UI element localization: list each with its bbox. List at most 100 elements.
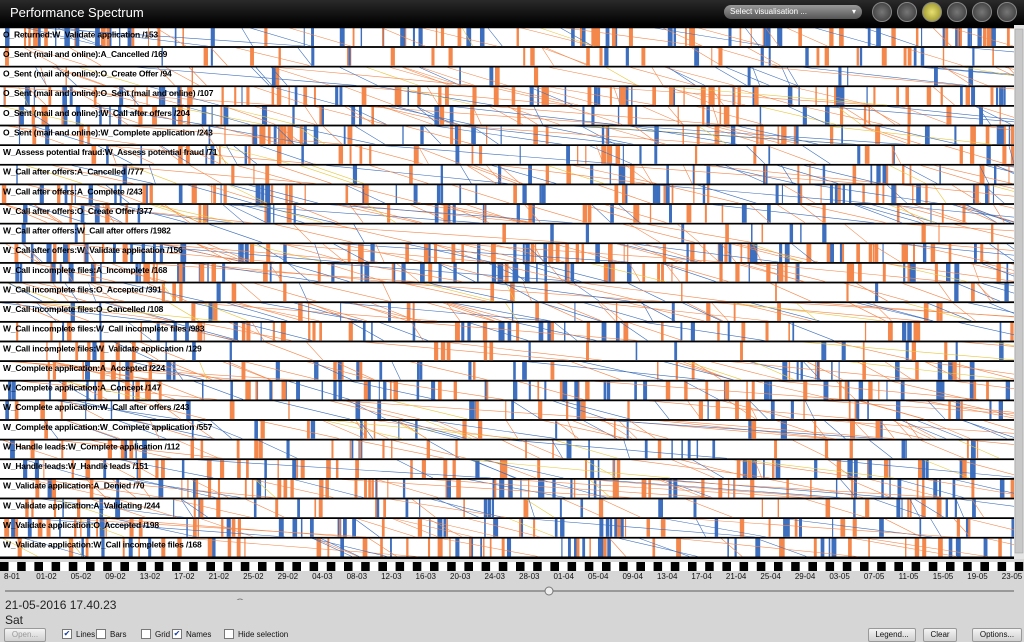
lines-checkbox[interactable]: ✔ Lines <box>62 629 95 639</box>
time-band-cell <box>980 562 989 571</box>
spectrum-bar <box>539 185 542 204</box>
spectrum-line <box>725 66 770 86</box>
spectrum-bar <box>523 499 529 518</box>
checkbox-box[interactable] <box>224 629 234 639</box>
spectrum-line <box>880 420 895 439</box>
checkbox-box[interactable] <box>141 629 151 639</box>
icon-button[interactable] <box>947 2 967 22</box>
spectrum-bar <box>552 440 554 459</box>
spectrum-bar <box>767 204 771 223</box>
spectrum-line <box>631 459 770 479</box>
spectrum-line <box>283 243 348 263</box>
spectrum-line <box>799 204 825 224</box>
spectrum-line <box>420 66 475 86</box>
checkbox-box[interactable]: ✔ <box>172 629 182 639</box>
options-button[interactable]: Options... <box>972 628 1022 642</box>
bars-checkbox[interactable]: Bars <box>96 629 126 639</box>
time-band-cell <box>524 562 534 571</box>
spectrum-line <box>486 165 503 184</box>
spectrum-line <box>64 381 148 400</box>
weekday: Sat <box>5 613 24 627</box>
spectrum-bar <box>904 243 908 263</box>
spectrum-line <box>917 420 964 440</box>
time-band-cell <box>619 562 628 571</box>
spectrum-line <box>334 361 375 381</box>
spectrum-bar <box>431 47 435 66</box>
slider-thumb[interactable] <box>544 586 554 596</box>
legend-button[interactable]: Legend... <box>868 628 916 642</box>
spectrum-bar <box>127 28 132 47</box>
spectrum-bar <box>391 440 393 459</box>
checkbox-box[interactable] <box>96 629 106 639</box>
spectrum-bar <box>694 145 697 164</box>
spectrum-line <box>354 518 380 538</box>
spectrum-line <box>430 498 502 518</box>
spectrum-line <box>805 498 866 518</box>
spectrum-bar <box>829 126 834 145</box>
spectrum-bar <box>192 518 197 537</box>
spectrum-bar <box>649 204 652 223</box>
spectrum-line <box>712 106 719 125</box>
spectrum-bar <box>378 381 380 400</box>
names-checkbox[interactable]: ✔ Names <box>172 629 211 639</box>
segment-label: O_Sent (mail and online):W_Complete appl… <box>3 127 213 137</box>
icon-button[interactable] <box>872 2 892 22</box>
spectrum-bar <box>409 165 413 184</box>
slider-thumb[interactable] <box>236 598 244 600</box>
spectrum-bar <box>229 342 232 361</box>
spectrum-bar <box>434 204 439 223</box>
time-band-cell <box>395 562 405 571</box>
spectrum-line <box>181 145 221 165</box>
spectrum-bar <box>351 440 354 459</box>
checkbox-box[interactable]: ✔ <box>62 629 72 639</box>
spectrum-line <box>983 420 1024 434</box>
spectrum-bar <box>907 47 912 66</box>
spectrum-bar <box>802 106 807 125</box>
spectrum-bar <box>805 47 809 66</box>
spectrum-line <box>312 538 353 557</box>
spectrum-line <box>715 47 778 67</box>
spectrum-line <box>965 47 1024 54</box>
spectrum-line <box>505 283 516 302</box>
spectrum-line <box>920 66 1024 77</box>
spectrum-bar <box>543 243 548 263</box>
spectrum-line <box>897 204 925 224</box>
time-band-cell <box>584 562 594 571</box>
spectrum-line <box>897 204 964 224</box>
spectrum-line <box>97 184 144 204</box>
spectrum-bar <box>64 243 68 263</box>
spectrum-bar <box>393 263 396 282</box>
spectrum-bar <box>654 126 659 145</box>
spectrum-line <box>647 224 753 243</box>
spectrum-bar <box>211 185 213 204</box>
spectrum-bar <box>582 204 587 223</box>
spectrum-bar <box>294 86 298 106</box>
visualisation-select[interactable]: Select visualisation ... <box>724 5 862 19</box>
spectrum-line <box>889 165 927 184</box>
icon-button[interactable] <box>897 2 917 22</box>
icon-button[interactable] <box>922 2 942 22</box>
grid-checkbox[interactable]: Grid <box>141 629 170 639</box>
spectrum-line <box>803 361 821 381</box>
spectrum-bar <box>219 145 221 164</box>
spectrum-bar <box>246 381 250 400</box>
spectrum-line <box>767 145 817 165</box>
open-button[interactable]: Open... <box>4 628 46 642</box>
spectrum-line <box>330 400 404 420</box>
spectrum-bar <box>109 28 112 47</box>
spectrum-bar <box>513 185 517 204</box>
spectrum-bar <box>271 67 277 86</box>
segment-row: O_Sent (mail and online):O_Create Offer … <box>0 66 1024 86</box>
icon-button[interactable] <box>997 2 1017 22</box>
hide-selection-checkbox[interactable]: Hide selection <box>224 629 288 639</box>
spectrum-bar <box>925 302 928 321</box>
spectrum-bar <box>463 499 465 518</box>
spectrum-line <box>552 400 607 420</box>
spectrum-bar <box>339 28 345 47</box>
spectrum-line <box>631 125 905 145</box>
icon-button[interactable] <box>972 2 992 22</box>
spectrum-bar <box>188 86 193 106</box>
spectrum-line <box>314 538 359 557</box>
spectrum-line <box>641 165 653 184</box>
clear-button[interactable]: Clear <box>923 628 957 642</box>
